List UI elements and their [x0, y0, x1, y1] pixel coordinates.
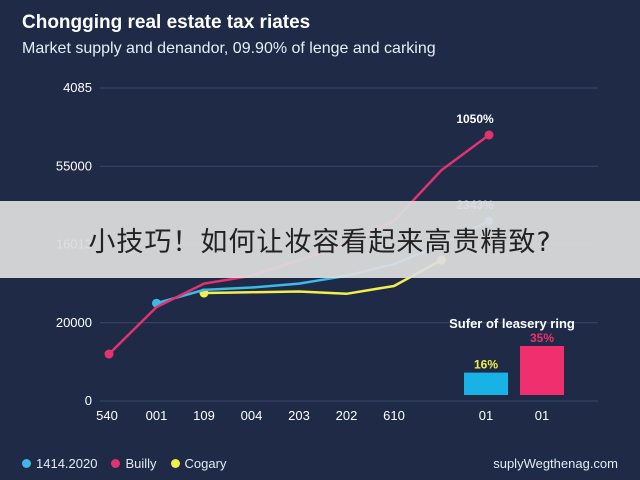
x-tick-label: 001	[146, 408, 168, 423]
inset-bar-label: 16%	[474, 358, 498, 372]
legend-item-2: Cogary	[170, 456, 227, 471]
x-tick-label: 540	[96, 408, 118, 423]
x-tick-label: 203	[288, 408, 310, 423]
overlay-banner: 小技巧！如何让妆容看起来高贵精致?	[0, 201, 640, 278]
series-point-0	[104, 349, 114, 359]
x-tick-label: 109	[193, 408, 215, 423]
series-line-2	[203, 259, 443, 296]
legend-swatch-2	[170, 459, 180, 468]
legend-label-1: Builly	[125, 456, 157, 471]
inset-category-label: 01	[479, 408, 493, 423]
legend-swatch-0	[22, 459, 31, 468]
inset-bar	[520, 346, 564, 395]
chart-subtitle: Market supply and denandor, 09.90% of le…	[22, 40, 436, 57]
legend: 1414.2020 Builly Cogary	[22, 456, 226, 471]
inset-bar	[464, 372, 508, 395]
inset-category-label: 01	[535, 408, 549, 423]
series-end-label-0: 1050%	[456, 112, 494, 126]
source-credit: suplyWegthenag.com	[493, 456, 618, 471]
inset-bar-label: 35%	[530, 331, 554, 345]
y-tick-label: 20000	[56, 315, 92, 330]
series-point-0	[484, 130, 494, 140]
x-tick-label: 004	[241, 408, 263, 423]
x-tick-label: 610	[383, 408, 405, 423]
legend-item-0: 1414.2020	[22, 456, 97, 471]
y-tick-label: 55000	[56, 158, 92, 173]
inset-title: Sufer of leasery ring	[449, 316, 575, 331]
y-tick-label: 0	[85, 393, 92, 408]
legend-item-1: Builly	[111, 456, 157, 471]
legend-label-2: Cogary	[184, 456, 227, 471]
x-tick-label: 202	[336, 408, 358, 423]
overlay-banner-text: 小技巧！如何让妆容看起来高贵精致?	[88, 227, 552, 258]
legend-swatch-1	[111, 459, 121, 468]
y-tick-label: 4085	[63, 80, 92, 95]
chart-title: Chongging real estate tax riates	[22, 12, 311, 33]
legend-label-0: 1414.2020	[36, 456, 98, 471]
